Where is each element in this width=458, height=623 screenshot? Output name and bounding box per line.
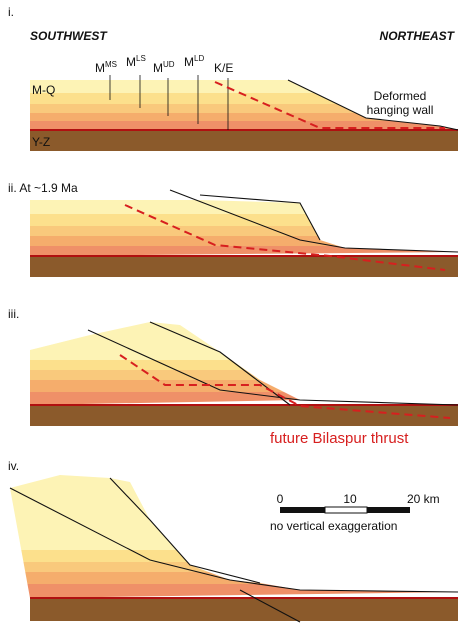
- diagram: i. SOUTHWEST NORTHEAST MMS MLS MUD MLD K…: [0, 0, 458, 623]
- panel-label: ii. At ~1.9 Ma: [8, 181, 78, 195]
- panel-label: i.: [8, 5, 14, 19]
- unit-label: Y-Z: [32, 135, 50, 149]
- unit-label: MLD: [184, 54, 204, 69]
- shape: [0, 246, 458, 256]
- basement: [30, 599, 458, 621]
- scale-label: 10: [343, 492, 357, 506]
- shape: [0, 226, 458, 236]
- direction-label: SOUTHWEST: [30, 29, 108, 43]
- shape: [0, 370, 458, 380]
- annotation: future Bilaspur thrust: [270, 430, 409, 447]
- label-part: M: [153, 61, 163, 75]
- label-part: LS: [136, 54, 146, 63]
- label-part: UD: [163, 60, 175, 69]
- shape: [280, 507, 325, 513]
- label-part: MS: [105, 60, 117, 69]
- basement: [30, 406, 458, 426]
- label-part: M: [184, 55, 194, 69]
- panel-1: i. SOUTHWEST NORTHEAST MMS MLS MUD MLD K…: [0, 5, 458, 151]
- scale-note: no vertical exaggeration: [270, 519, 397, 533]
- panel-label: iv.: [8, 459, 19, 473]
- shape: [0, 236, 458, 246]
- scale-bar: 0 10 20 km no vertical exaggeration: [270, 492, 440, 533]
- panel-label: iii.: [8, 307, 19, 321]
- unit-label: M-Q: [32, 83, 55, 97]
- strata: [0, 320, 458, 405]
- shape: [0, 360, 458, 370]
- shape: [0, 320, 458, 360]
- panel-4: iv. 0 10 20 km no vertical exaggeration: [0, 459, 458, 622]
- annotation: Deformed: [374, 89, 427, 103]
- unit-label: K/E: [214, 61, 233, 75]
- basement: [30, 131, 458, 151]
- label-part: M: [126, 55, 136, 69]
- shape: [0, 572, 458, 584]
- panel-3: iii. future Bilaspur thrust: [0, 307, 458, 447]
- unit-label: MLS: [126, 54, 146, 69]
- label-part: LD: [194, 54, 204, 63]
- shape: [0, 200, 458, 214]
- scale-label: 20 km: [407, 492, 440, 506]
- strata: [0, 200, 458, 256]
- panel-2: ii. At ~1.9 Ma: [0, 181, 458, 277]
- basement: [30, 257, 458, 277]
- strata: [0, 470, 458, 598]
- shape: [0, 562, 458, 572]
- shape: [0, 214, 458, 226]
- scale-label: 0: [277, 492, 284, 506]
- unit-label: MMS: [95, 60, 117, 75]
- direction-label: NORTHEAST: [380, 29, 456, 43]
- shape: [367, 507, 410, 513]
- unit-label: MUD: [153, 60, 175, 75]
- shape: [325, 507, 367, 513]
- annotation: hanging wall: [367, 103, 434, 117]
- shape: [0, 550, 458, 562]
- label-part: M: [95, 61, 105, 75]
